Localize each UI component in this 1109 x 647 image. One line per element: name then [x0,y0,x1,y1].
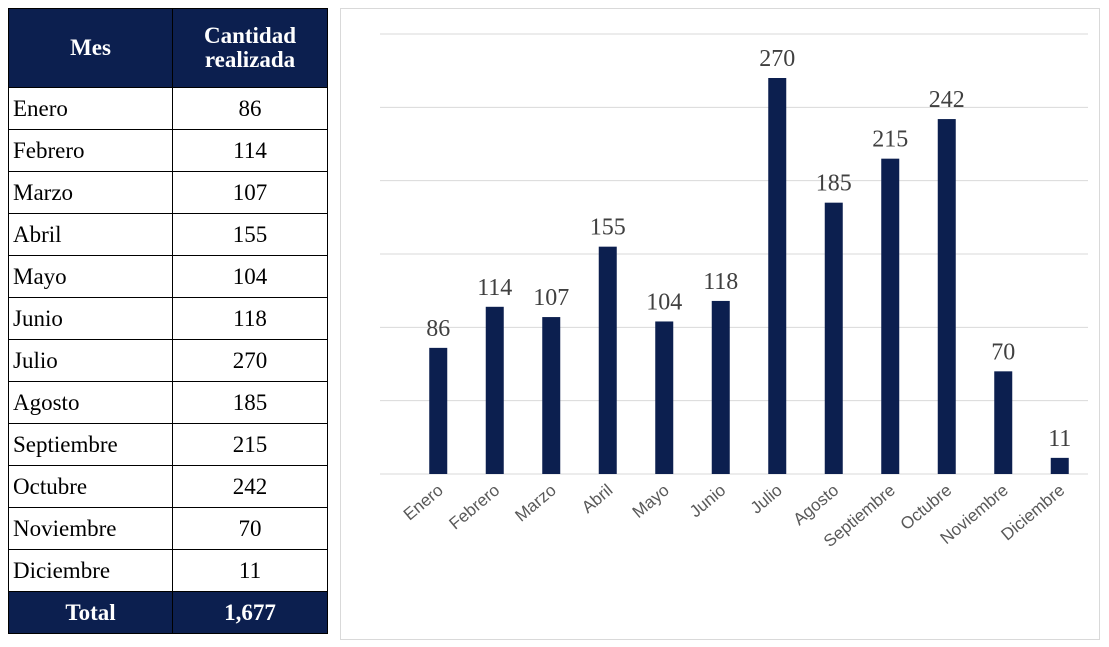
table-cell: 11 [172,549,328,592]
table-cell: 118 [172,297,328,340]
bar [881,158,900,474]
table-cell: Marzo [8,171,173,214]
data-label: 86 [426,316,450,342]
data-label: 118 [703,269,738,295]
data-label: 185 [816,171,852,197]
table-row: Junio 118 [8,297,328,340]
table-row: Abril 155 [8,213,328,256]
data-table: Mes Cantidad realizada Enero 86 Febrero 114… [8,8,328,634]
chart: 86Enero114Febrero107Marzo155Abril104Mayo… [340,8,1100,640]
header-cell: Cantidad realizada [172,8,328,88]
table-cell: 185 [172,381,328,424]
table-row: Enero 86 [8,87,328,130]
data-label: 107 [533,285,569,311]
data-label: 215 [872,127,908,153]
header-cell: Mes [8,8,173,88]
bar [542,317,561,474]
table-row: Mayo 104 [8,255,328,298]
bar [768,78,787,474]
table-cell: 104 [172,255,328,298]
table-cell: Agosto [8,381,173,424]
data-label: 104 [646,289,682,315]
bar [994,371,1013,474]
table-cell: Septiembre [8,423,173,466]
table-cell: 86 [172,87,328,130]
table-cell: Diciembre [8,549,173,592]
table-cell: 215 [172,423,328,466]
table-cell: 242 [172,465,328,508]
data-label: 270 [759,46,795,72]
table-row: Noviembre 70 [8,507,328,550]
bar [824,202,843,474]
bar [429,347,448,474]
table-row: Febrero 114 [8,129,328,172]
table-cell: 70 [172,507,328,550]
table-row: Septiembre 215 [8,423,328,466]
total-cell: Total [8,591,173,634]
data-label: 155 [590,215,626,241]
bar [1050,457,1069,474]
data-label: 11 [1048,426,1071,452]
data-label: 114 [477,275,512,301]
table-row: Agosto 185 [8,381,328,424]
table-row: Diciembre 11 [8,549,328,592]
table-cell: 270 [172,339,328,382]
total-row: Total 1,677 [8,591,328,634]
bar [711,300,730,474]
table-row: Julio 270 [8,339,328,382]
bar [937,119,956,475]
table-cell: 107 [172,171,328,214]
table-cell: Abril [8,213,173,256]
table-cell: Junio [8,297,173,340]
table-cell: Mayo [8,255,173,298]
table-cell: Noviembre [8,507,173,550]
data-label: 70 [991,339,1015,365]
table-cell: Febrero [8,129,173,172]
total-cell: 1,677 [172,591,328,634]
table-cell: 114 [172,129,328,172]
bar [598,246,617,474]
table-row: Octubre 242 [8,465,328,508]
table-cell: Octubre [8,465,173,508]
bar [655,321,674,474]
data-label: 242 [929,87,965,113]
table-cell: Enero [8,87,173,130]
table-cell: Julio [8,339,173,382]
table-cell: 155 [172,213,328,256]
bar [485,306,504,474]
table-row: Marzo 107 [8,171,328,214]
